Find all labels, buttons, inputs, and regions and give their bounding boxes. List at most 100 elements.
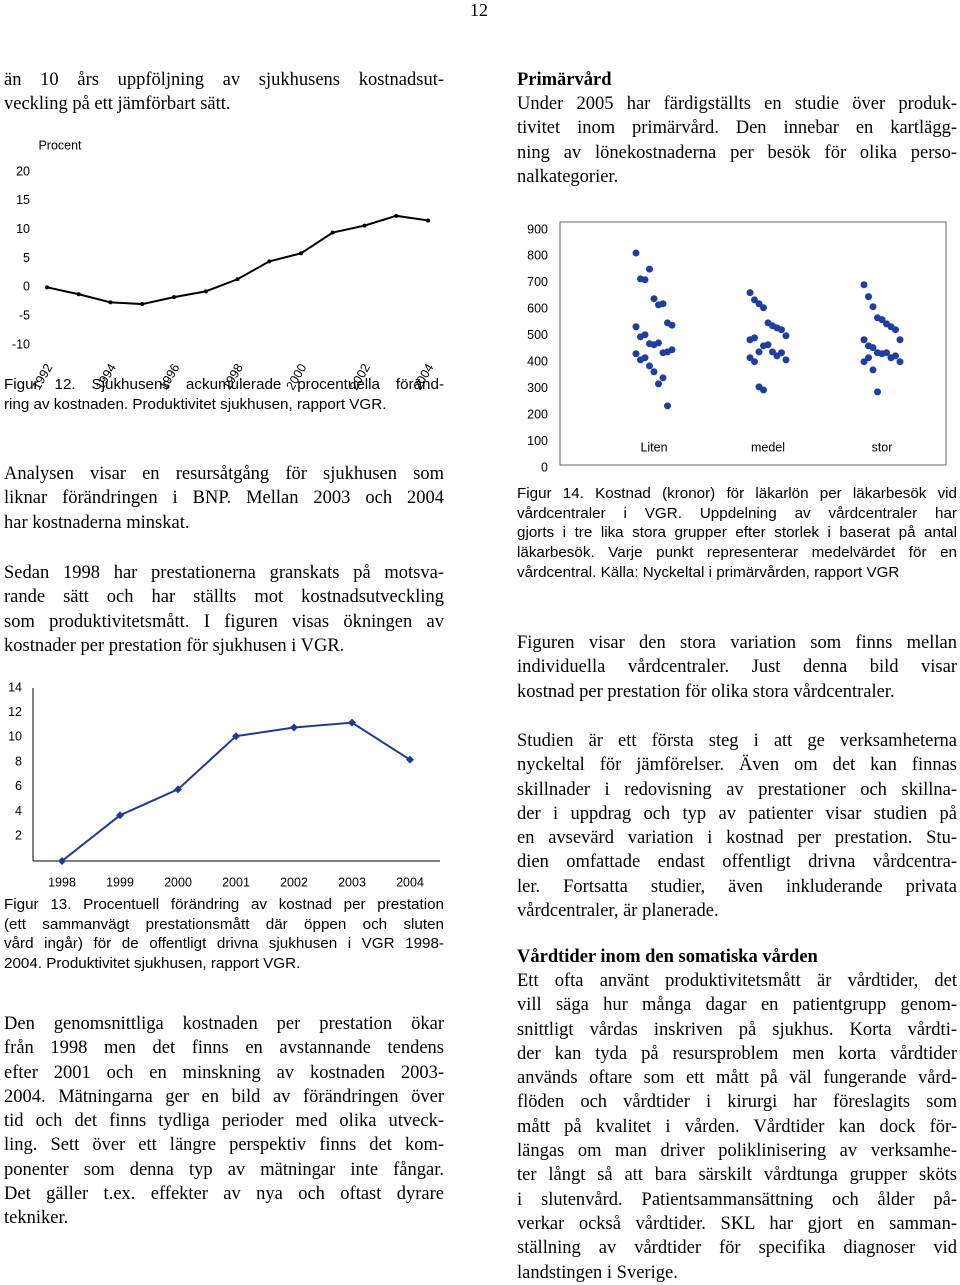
data-point	[108, 300, 113, 305]
text-line: som produktivitetsmått. I figuren visas …	[4, 611, 444, 632]
x-tick-label: Liten	[640, 440, 667, 454]
data-point	[299, 251, 303, 256]
data-point	[362, 223, 367, 228]
x-tick-label: 1996	[156, 361, 182, 392]
data-point	[632, 350, 640, 358]
data-point	[203, 289, 208, 294]
text-line: der kan tyda på resursproblem men korta …	[517, 1043, 957, 1064]
data-point	[668, 321, 676, 329]
text-line: från 1998 men det finns en avstannande t…	[4, 1038, 444, 1059]
y-tick-label: 600	[527, 302, 548, 316]
data-point	[235, 277, 240, 282]
data-point	[174, 785, 182, 794]
data-point	[650, 368, 658, 376]
text-line: Sedan 1998 har prestationerna granskats …	[4, 563, 444, 583]
y-tick-label: 4	[15, 804, 22, 818]
data-point	[267, 259, 272, 264]
data-point	[778, 349, 785, 357]
text-line: Det gäller t.ex. effekter av nya och oft…	[4, 1184, 444, 1205]
x-tick-label: 1999	[106, 875, 134, 889]
y-tick-label: 5	[23, 251, 30, 265]
y-axis-title: Procent	[38, 138, 82, 152]
y-tick-label: 800	[527, 249, 548, 263]
paragraph: Under 2005 har färdigställts en studie ö…	[517, 92, 957, 189]
text-line: en avsevärd variation i kostnad per pres…	[517, 828, 957, 849]
text-line: nyckeltal för jämförelser. Även om det k…	[517, 755, 957, 776]
x-tick-label: 2004	[410, 361, 436, 392]
y-tick-label: 10	[16, 222, 30, 236]
y-tick-label: 15	[16, 193, 30, 207]
plot-frame	[559, 221, 947, 466]
data-point	[755, 300, 763, 308]
data-point	[641, 331, 649, 339]
data-point	[746, 289, 754, 297]
text-line: Den genomsnittliga kostnaden per prestat…	[4, 1014, 444, 1034]
text-line: Under 2005 har färdigställts en studie ö…	[517, 94, 957, 114]
data-point	[655, 339, 662, 347]
data-point	[632, 323, 640, 331]
paragraph: Figuren visar den stora variation som fi…	[517, 631, 957, 704]
text-line: gjorts i tre lika stora grupper efter st…	[517, 524, 957, 542]
heading: Primärvård	[517, 68, 957, 92]
text-line: 2004. Produktivitet sjukhusen, rapport V…	[4, 955, 301, 973]
text-line: vill säga hur många dagar en patientgrup…	[517, 995, 957, 1016]
data-point	[641, 354, 649, 362]
text-line: landstingen i Sverige.	[517, 1262, 678, 1283]
text-line: ler. Fortsatta studier, även inkluderand…	[517, 876, 957, 897]
data-point	[865, 293, 872, 301]
y-tick-label: 0	[541, 460, 548, 474]
text-line: kostnad per prestation för olika stora v…	[517, 681, 895, 702]
data-point	[116, 811, 124, 820]
paragraph: Analysen visar en resursåtgång för sjukh…	[4, 462, 444, 535]
data-point	[778, 326, 785, 334]
text-line: används oftare som ett mått på väl funge…	[517, 1068, 957, 1089]
y-tick-label: 14	[8, 680, 22, 694]
data-point	[426, 218, 430, 223]
data-point	[760, 304, 767, 312]
data-point	[668, 346, 676, 354]
text-line: snittligt vårdas inskriven på sjukhus. K…	[517, 1019, 957, 1040]
data-point	[782, 356, 790, 364]
data-point	[869, 366, 877, 374]
x-tick-label: 2001	[222, 875, 250, 889]
data-point	[782, 332, 790, 340]
text-line: vård ingår) för de offentligt drivna sju…	[4, 935, 444, 953]
paragraph: Ett ofta använt produktivitetsmått är vå…	[517, 969, 957, 1285]
data-point	[232, 732, 240, 741]
paragraph: än 10 års uppföljning av sjukhusens kost…	[4, 68, 444, 117]
data-point	[172, 295, 176, 300]
text-line: ning av lönekostnaderna per besök för ol…	[517, 142, 957, 163]
text-line: skillnader i redovisning av prestationer…	[517, 779, 957, 800]
text-line: läkarbesök. Varje punkt representerar me…	[517, 544, 957, 562]
data-point	[641, 276, 649, 284]
text-line: Figur 12. Sjukhusens ackumulerade procen…	[4, 376, 444, 393]
text-line: verkar också vårdtider. SKL har gjort en…	[517, 1213, 957, 1234]
y-tick-label: 20	[16, 164, 30, 178]
text-line: vårdcentraler i VGR. Uppdelning av vårdc…	[517, 504, 957, 522]
text-line: Figuren visar den stora variation som fi…	[517, 633, 957, 653]
page-number: 12	[470, 0, 488, 20]
text-line: i slutenvård. Patientsammansättning och …	[517, 1189, 957, 1210]
text-line: ring av kostnaden. Produktivitet sjukhus…	[4, 395, 387, 413]
paragraph: Sedan 1998 har prestationerna granskats …	[4, 561, 444, 658]
x-tick-label: 2000	[283, 361, 309, 392]
text-line: ter långt så att bara särskilt vårdtunga…	[517, 1165, 957, 1186]
text-line: 2004. Mätningarna ger en bild av förändr…	[4, 1086, 444, 1107]
data-point	[896, 336, 904, 344]
x-tick-label: 2000	[164, 875, 192, 889]
data-point	[348, 718, 356, 727]
text-line: vårdcentral. Källa: Nyckeltal i primärvå…	[517, 563, 900, 581]
y-tick-label: -5	[19, 308, 30, 322]
data-point	[664, 402, 671, 410]
text-line: har kostnaderna minskat.	[4, 512, 190, 533]
data-point	[140, 302, 145, 307]
data-point	[860, 358, 868, 366]
data-point	[751, 296, 758, 304]
text-line: Ett ofta använt produktivitetsmått är vå…	[517, 971, 957, 991]
y-tick-label: 200	[527, 407, 548, 421]
figure-caption: Figur 12. Sjukhusens ackumulerade procen…	[4, 375, 444, 414]
text-line: dien omfattade endast offentligt drivna …	[517, 852, 957, 873]
x-tick-label: medel	[751, 440, 785, 454]
y-tick-label: 0	[23, 280, 30, 294]
